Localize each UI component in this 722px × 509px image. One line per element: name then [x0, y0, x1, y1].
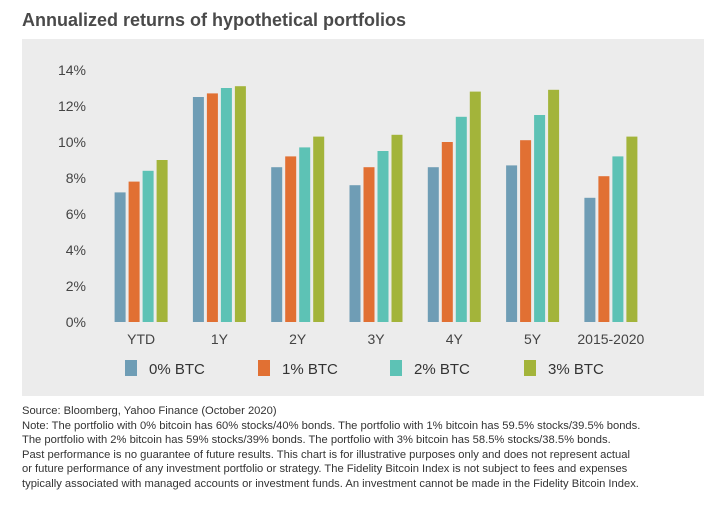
note-line: The portfolio with 2% bitcoin has 59% st… — [22, 434, 611, 447]
bar — [271, 167, 283, 322]
y-tick-label: 4% — [66, 242, 86, 258]
legend-label: 2% BTC — [414, 361, 470, 378]
bar — [626, 136, 638, 322]
legend-swatch — [390, 360, 402, 376]
bar — [377, 151, 389, 322]
bar — [234, 86, 246, 322]
y-tick-label: 0% — [66, 314, 86, 330]
x-tick-label: 5Y — [524, 331, 542, 347]
bar — [220, 88, 232, 322]
y-tick-label: 10% — [58, 134, 86, 150]
bar — [363, 167, 375, 322]
bar — [469, 91, 481, 322]
bar — [313, 136, 325, 322]
x-tick-label: 2Y — [289, 331, 307, 347]
y-tick-label: 12% — [58, 98, 86, 114]
legend-label: 3% BTC — [548, 361, 604, 378]
bar — [114, 192, 126, 322]
legend-swatch — [125, 360, 137, 376]
bar — [584, 197, 596, 322]
legend-label: 0% BTC — [149, 361, 205, 378]
bar — [441, 142, 453, 322]
bar — [391, 134, 403, 322]
x-tick-label: 3Y — [367, 331, 385, 347]
bar — [520, 140, 532, 322]
y-tick-label: 6% — [66, 206, 86, 222]
bar — [612, 156, 624, 322]
bar — [299, 147, 311, 322]
legend-swatch — [524, 360, 536, 376]
y-tick-label: 8% — [66, 170, 86, 186]
bar — [349, 185, 361, 322]
bar — [534, 115, 546, 322]
bar — [142, 170, 154, 322]
x-tick-label: 1Y — [211, 331, 229, 347]
chart-title: Annualized returns of hypothetical portf… — [22, 10, 407, 30]
bar — [285, 156, 297, 322]
bar — [192, 97, 204, 322]
legend-swatch — [258, 360, 270, 376]
bar — [506, 165, 518, 322]
note-line: typically associated with managed accoun… — [22, 477, 639, 490]
note-line: or future performance of any investment … — [22, 463, 628, 476]
bar — [455, 116, 467, 322]
chart-panel: 0% 2% 4% 6% 8% 10% 12% 14% YTD 1Y 2Y 3Y 4Y 5Y 2015-202… — [22, 39, 704, 396]
bar-chart: 0% 2% 4% 6% 8% 10% 12% 14% YTD 1Y 2Y 3Y 4Y 5Y 2015-202… — [58, 62, 645, 378]
y-tick-label: 14% — [58, 62, 86, 78]
bar — [598, 176, 610, 322]
y-tick-label: 2% — [66, 278, 86, 294]
bar — [548, 89, 560, 322]
note-line: Note: The portfolio with 0% bitcoin has … — [22, 419, 641, 432]
x-tick-label: 4Y — [446, 331, 464, 347]
x-tick-label: 2015-2020 — [577, 331, 644, 347]
source-line: Source: Bloomberg, Yahoo Finance (Octobe… — [22, 405, 277, 417]
note-line: Past performance is no guarantee of futu… — [22, 448, 630, 461]
bar — [128, 181, 140, 322]
chart-notes: Source: Bloomberg, Yahoo Finance (Octobe… — [22, 404, 712, 492]
x-tick-label: YTD — [127, 331, 155, 347]
bar — [427, 167, 439, 322]
bar — [156, 160, 168, 322]
legend-label: 1% BTC — [282, 361, 338, 378]
bar — [206, 93, 218, 323]
